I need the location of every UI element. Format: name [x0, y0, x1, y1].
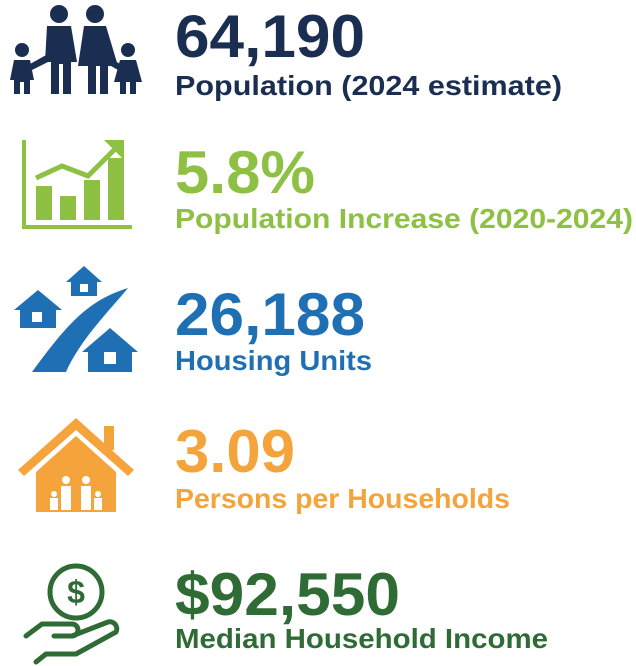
stat-label: Population (2024 estimate)	[175, 70, 562, 101]
stat-value: 64,190	[175, 3, 365, 70]
stat-value: $92,550	[175, 561, 400, 628]
stat-label: Median Household Income	[175, 623, 548, 654]
family-icon	[10, 5, 142, 94]
stat-label: Housing Units	[175, 345, 372, 376]
stat-label: Persons per Households	[175, 483, 510, 514]
housing-icon	[14, 266, 138, 372]
household-icon	[18, 418, 134, 512]
stat-value: 5.8%	[175, 139, 315, 206]
stat-value: 3.09	[175, 418, 295, 485]
dollar-sign: $	[67, 574, 85, 610]
income-icon	[23, 563, 120, 665]
growth-icon	[22, 140, 132, 229]
stat-label: Population Increase (2020-2024)	[175, 203, 633, 234]
stat-value: 26,188	[175, 281, 365, 348]
